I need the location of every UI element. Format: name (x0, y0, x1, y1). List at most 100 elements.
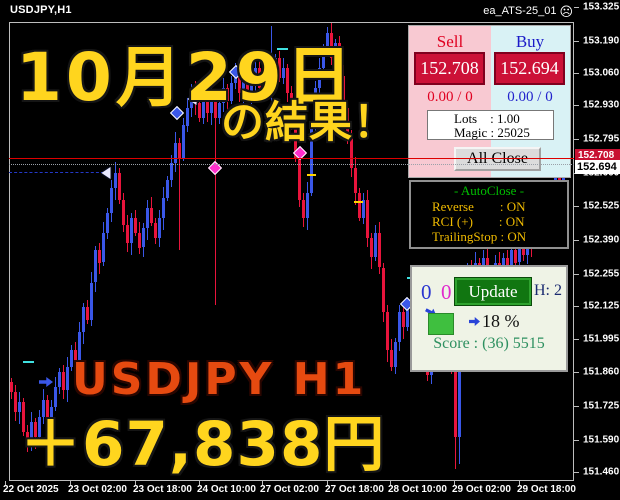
candle-body (110, 187, 113, 213)
candle-body (350, 137, 353, 168)
sell-header-label: Sell (436, 32, 464, 51)
green-status-square[interactable] (428, 313, 454, 335)
candle-body (506, 257, 509, 268)
price-axis-label: 151.995 (583, 333, 620, 345)
candle-body (42, 399, 45, 418)
candle-body (146, 207, 149, 228)
price-axis-tick (574, 206, 579, 207)
candle-body (154, 222, 157, 238)
candle-body (138, 232, 141, 248)
candle-body (278, 58, 281, 78)
lots-magic-box: Lots : 1.00 Magic : 25025 (427, 110, 554, 140)
candle-body (78, 332, 81, 363)
price-dash-marker (276, 48, 288, 50)
price-axis-label: 152.930 (583, 99, 620, 111)
price-axis-tick (574, 306, 579, 307)
price-axis-tick (574, 240, 579, 241)
price-axis-label: 151.725 (583, 400, 620, 412)
candle-body (330, 33, 333, 59)
candle-body (54, 387, 57, 408)
ea-name-text: ea_ATS-25_01 (483, 5, 557, 17)
candle-body (46, 399, 49, 425)
time-axis-tick (135, 481, 136, 485)
price-dash-marker (22, 361, 34, 363)
candle-body (162, 197, 165, 218)
update-panel: 0 0 Update H: 2 18 % Score : (36) 5515 (410, 265, 568, 372)
candle-body (206, 100, 209, 113)
ea-smiley-icon[interactable]: ☹ (559, 3, 573, 19)
candle-body (306, 192, 309, 218)
sell-price-button[interactable]: 152.708 (414, 52, 485, 85)
candle-body (366, 200, 369, 238)
candle-body (230, 83, 233, 101)
candle-body (298, 157, 301, 201)
time-axis-label: 27 Oct 02:00 (260, 484, 319, 495)
candle-body (38, 417, 41, 437)
candle-body (262, 73, 265, 89)
candle-body (362, 200, 365, 218)
candle-body (118, 172, 121, 201)
close-triangle-marker-icon (101, 167, 111, 179)
percent-arrow-icon (469, 317, 480, 326)
price-axis-tick (574, 73, 579, 74)
time-axis-label: 23 Oct 18:00 (133, 484, 192, 495)
sell-position-stats: 0.00 / 0 (427, 89, 473, 105)
candle-body (166, 180, 169, 198)
price-axis-label: 151.590 (583, 434, 620, 446)
time-axis-tick (519, 481, 520, 485)
h-counter-label: H: 2 (534, 282, 562, 299)
all-close-button[interactable]: All Close (454, 147, 541, 171)
time-axis-label: 29 Oct 02:00 (452, 484, 511, 495)
close-triangle-marker-icon (269, 66, 279, 78)
price-axis-label: 152.525 (583, 200, 620, 212)
candle-body (82, 307, 85, 333)
time-axis-tick (327, 481, 328, 485)
candle-body (74, 349, 77, 363)
bid-price-line (9, 164, 574, 165)
price-axis-tick (574, 41, 579, 42)
candle-body (294, 117, 297, 158)
price-axis-tick (574, 472, 579, 473)
candle-body (14, 392, 17, 413)
ask-price-tag: 152.708 (575, 149, 620, 162)
price-axis-tick (574, 372, 579, 373)
candle-body (246, 78, 249, 98)
buy-price-button[interactable]: 152.694 (494, 52, 565, 85)
candle-body (18, 402, 21, 413)
candle-body (270, 75, 273, 94)
candle-body (94, 250, 97, 283)
time-axis-label: 27 Oct 18:00 (325, 484, 384, 495)
overlay-result-text: の結果！ (221, 98, 397, 148)
time-axis-tick (390, 481, 391, 485)
candle-body (218, 103, 221, 118)
overlay-profit-text: ＋67,838円 (20, 409, 386, 480)
update-button[interactable]: Update (454, 277, 532, 306)
candle-body (214, 98, 217, 118)
candle-body (370, 237, 373, 258)
candle-body (326, 33, 329, 49)
candle-body (122, 200, 125, 226)
candle-body (382, 267, 385, 313)
ask-price-line (9, 158, 574, 159)
time-axis-tick (454, 481, 455, 485)
candle-body (354, 167, 357, 193)
candle-body (178, 142, 181, 158)
candle-body (402, 312, 405, 328)
time-axis-label: 22 Oct 2025 (3, 484, 59, 495)
candle-body (286, 68, 289, 93)
candle-body (486, 257, 489, 270)
chart-frame (9, 22, 574, 481)
time-axis-tick (262, 481, 263, 485)
trade-history-dashed-line (9, 172, 104, 173)
candle-body (258, 68, 261, 88)
candle-body (346, 108, 349, 138)
candle-body (454, 362, 457, 438)
score-label: Score : (36) 5515 (433, 335, 545, 352)
autoclose-row: RCI (+) : ON (432, 214, 525, 229)
candle-body (142, 227, 145, 248)
time-axis-label: 23 Oct 02:00 (68, 484, 127, 495)
buy-position-stats: 0.00 / 0 (507, 89, 553, 105)
close-triangle-marker-icon (187, 93, 197, 105)
price-axis-label: 152.125 (583, 300, 620, 312)
